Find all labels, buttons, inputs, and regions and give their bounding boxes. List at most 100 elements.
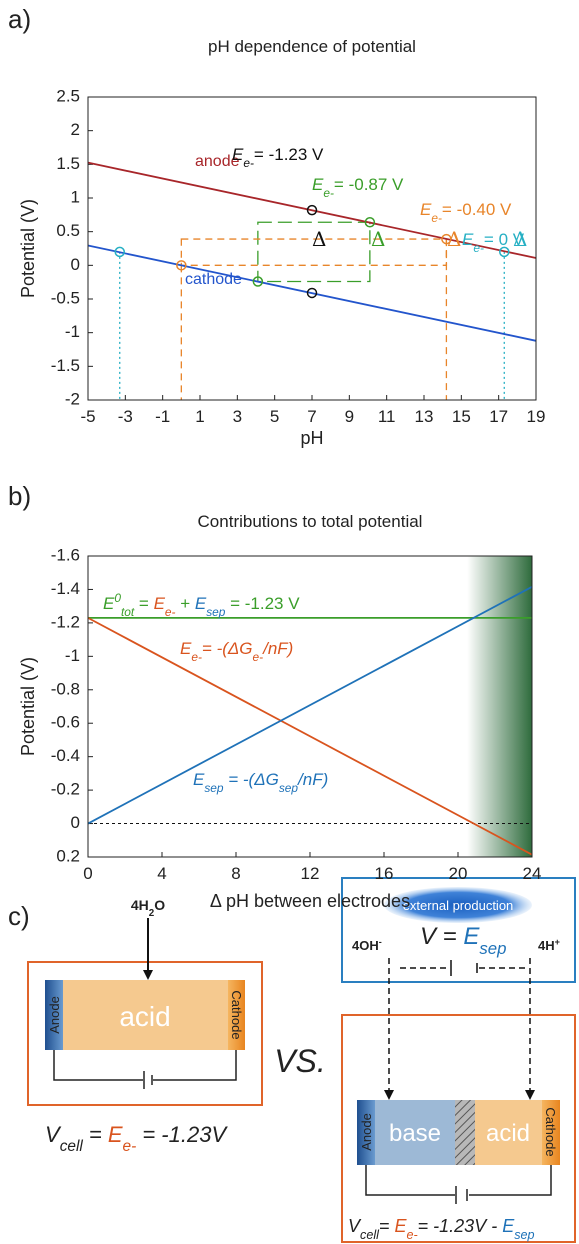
input-label: 4OH- [352, 937, 382, 953]
annotation: Ee-= -0.87 V [312, 175, 404, 200]
x-tick-label: 8 [231, 864, 240, 883]
marker [114, 246, 125, 258]
electrolyte-label: acid [119, 1001, 170, 1032]
voltage-label: V = Esep [420, 923, 506, 958]
cell-equation: Vcell= Ee-= -1.23V - Esep [348, 1216, 535, 1242]
text-part: E [420, 200, 432, 219]
text-part: cell [360, 1228, 380, 1242]
y-tick-label: -0.6 [51, 713, 80, 732]
y-tick-label: -1.4 [51, 579, 80, 598]
x-tick-label: 16 [375, 864, 394, 883]
text-part: e- [406, 1228, 417, 1242]
text-part: sep [206, 605, 226, 619]
source-label: external production [403, 898, 514, 913]
text-part: E [463, 923, 480, 950]
chart: Contributions to total potential Δ pH bet… [18, 512, 541, 911]
line [87, 244, 537, 342]
marker [252, 276, 264, 287]
x-tick-label: 5 [270, 407, 279, 426]
x-tick-label: 0 [83, 864, 92, 883]
y-tick-label: 0.2 [56, 846, 80, 865]
marker [306, 287, 318, 299]
x-tick-label: 24 [523, 864, 542, 883]
x-tick-label: 3 [233, 407, 242, 426]
x-tick-label: -1 [155, 407, 170, 426]
text-part: /nF) [262, 639, 293, 658]
plot-frame [87, 96, 537, 401]
text-part: = [436, 923, 463, 950]
y-axis-label: Potential (V) [18, 657, 38, 756]
text-part: V [45, 1122, 62, 1147]
y-tick-label: -1 [65, 646, 80, 665]
guide [257, 221, 371, 283]
text-part: e- [165, 605, 176, 619]
x-tick-label: 1 [195, 407, 204, 426]
text-part: /nF) [297, 770, 328, 789]
wire [365, 1165, 455, 1196]
delta-label: Δ [312, 227, 326, 251]
delta-label: Δ [513, 227, 527, 251]
text-part: = [134, 594, 153, 613]
split-cell: external production 4OH- 4H+ V = Esep An… [341, 877, 576, 1243]
x-tick-label: 19 [527, 407, 546, 426]
line [87, 585, 533, 825]
anode [45, 980, 63, 1050]
y-tick-label: 0.5 [56, 221, 80, 240]
text-part: E [195, 594, 207, 613]
text-part: e- [323, 186, 334, 200]
text-part: E [232, 145, 244, 164]
text-part: O [154, 897, 165, 913]
external-frame [341, 877, 576, 983]
series-label: cathode [185, 271, 242, 288]
text-part: 2 [149, 908, 155, 919]
text-part: = -1.23 V [225, 594, 300, 613]
text-part: e- [123, 1138, 137, 1155]
annotation: Ee-= -0.40 V [420, 200, 512, 225]
single-cell: 4H2O Anode Cathode acid Vcell = Ee- = -1… [27, 897, 263, 1155]
text-part: = [379, 1216, 395, 1236]
cell-frame [341, 1014, 576, 1243]
anode [357, 1100, 375, 1165]
text-part: = -(ΔG [224, 770, 279, 789]
text-part: sep [479, 939, 506, 958]
series-label: anode [195, 153, 240, 170]
text-part: V [348, 1216, 362, 1236]
cathode [228, 980, 245, 1050]
text-part: + [176, 594, 195, 613]
panel-label: a) [8, 4, 31, 34]
text-part: = 0 V [484, 230, 525, 249]
shaded-region [467, 556, 532, 857]
y-tick-label: 2.5 [56, 86, 80, 105]
text-part: e- [243, 156, 254, 170]
x-tick-label: 11 [378, 407, 396, 426]
y-tick-label: -0.8 [51, 679, 80, 698]
electrolyte-label: acid [486, 1120, 530, 1147]
base-electrolyte [375, 1100, 455, 1165]
y-tick-label: -2 [65, 389, 80, 408]
y-tick-label: 0 [71, 813, 80, 832]
anode-label: Anode [47, 996, 62, 1034]
text-part: e- [253, 650, 264, 664]
x-tick-label: 4 [157, 864, 166, 883]
marker [364, 216, 376, 228]
marker [176, 260, 187, 271]
separator [455, 1100, 475, 1165]
text-part: = -1.23V [136, 1122, 228, 1147]
acid-electrolyte [475, 1100, 542, 1165]
x-tick-label: -5 [80, 407, 95, 426]
x-tick-label: 9 [345, 407, 354, 426]
chart-title: Contributions to total potential [198, 512, 423, 531]
delta-label: Δ [447, 227, 461, 251]
annotation: E0tot = Ee- + Esep = -1.23 V [103, 591, 300, 619]
line [87, 161, 537, 259]
text-part: 4H [131, 897, 149, 913]
marker [306, 204, 318, 216]
chart-title: pH dependence of potential [208, 37, 416, 56]
text-part: - [379, 937, 382, 947]
text-part: e- [191, 650, 202, 664]
text-part: sep [279, 781, 299, 795]
text-part: E [154, 594, 166, 613]
text-part: cell [60, 1138, 84, 1155]
